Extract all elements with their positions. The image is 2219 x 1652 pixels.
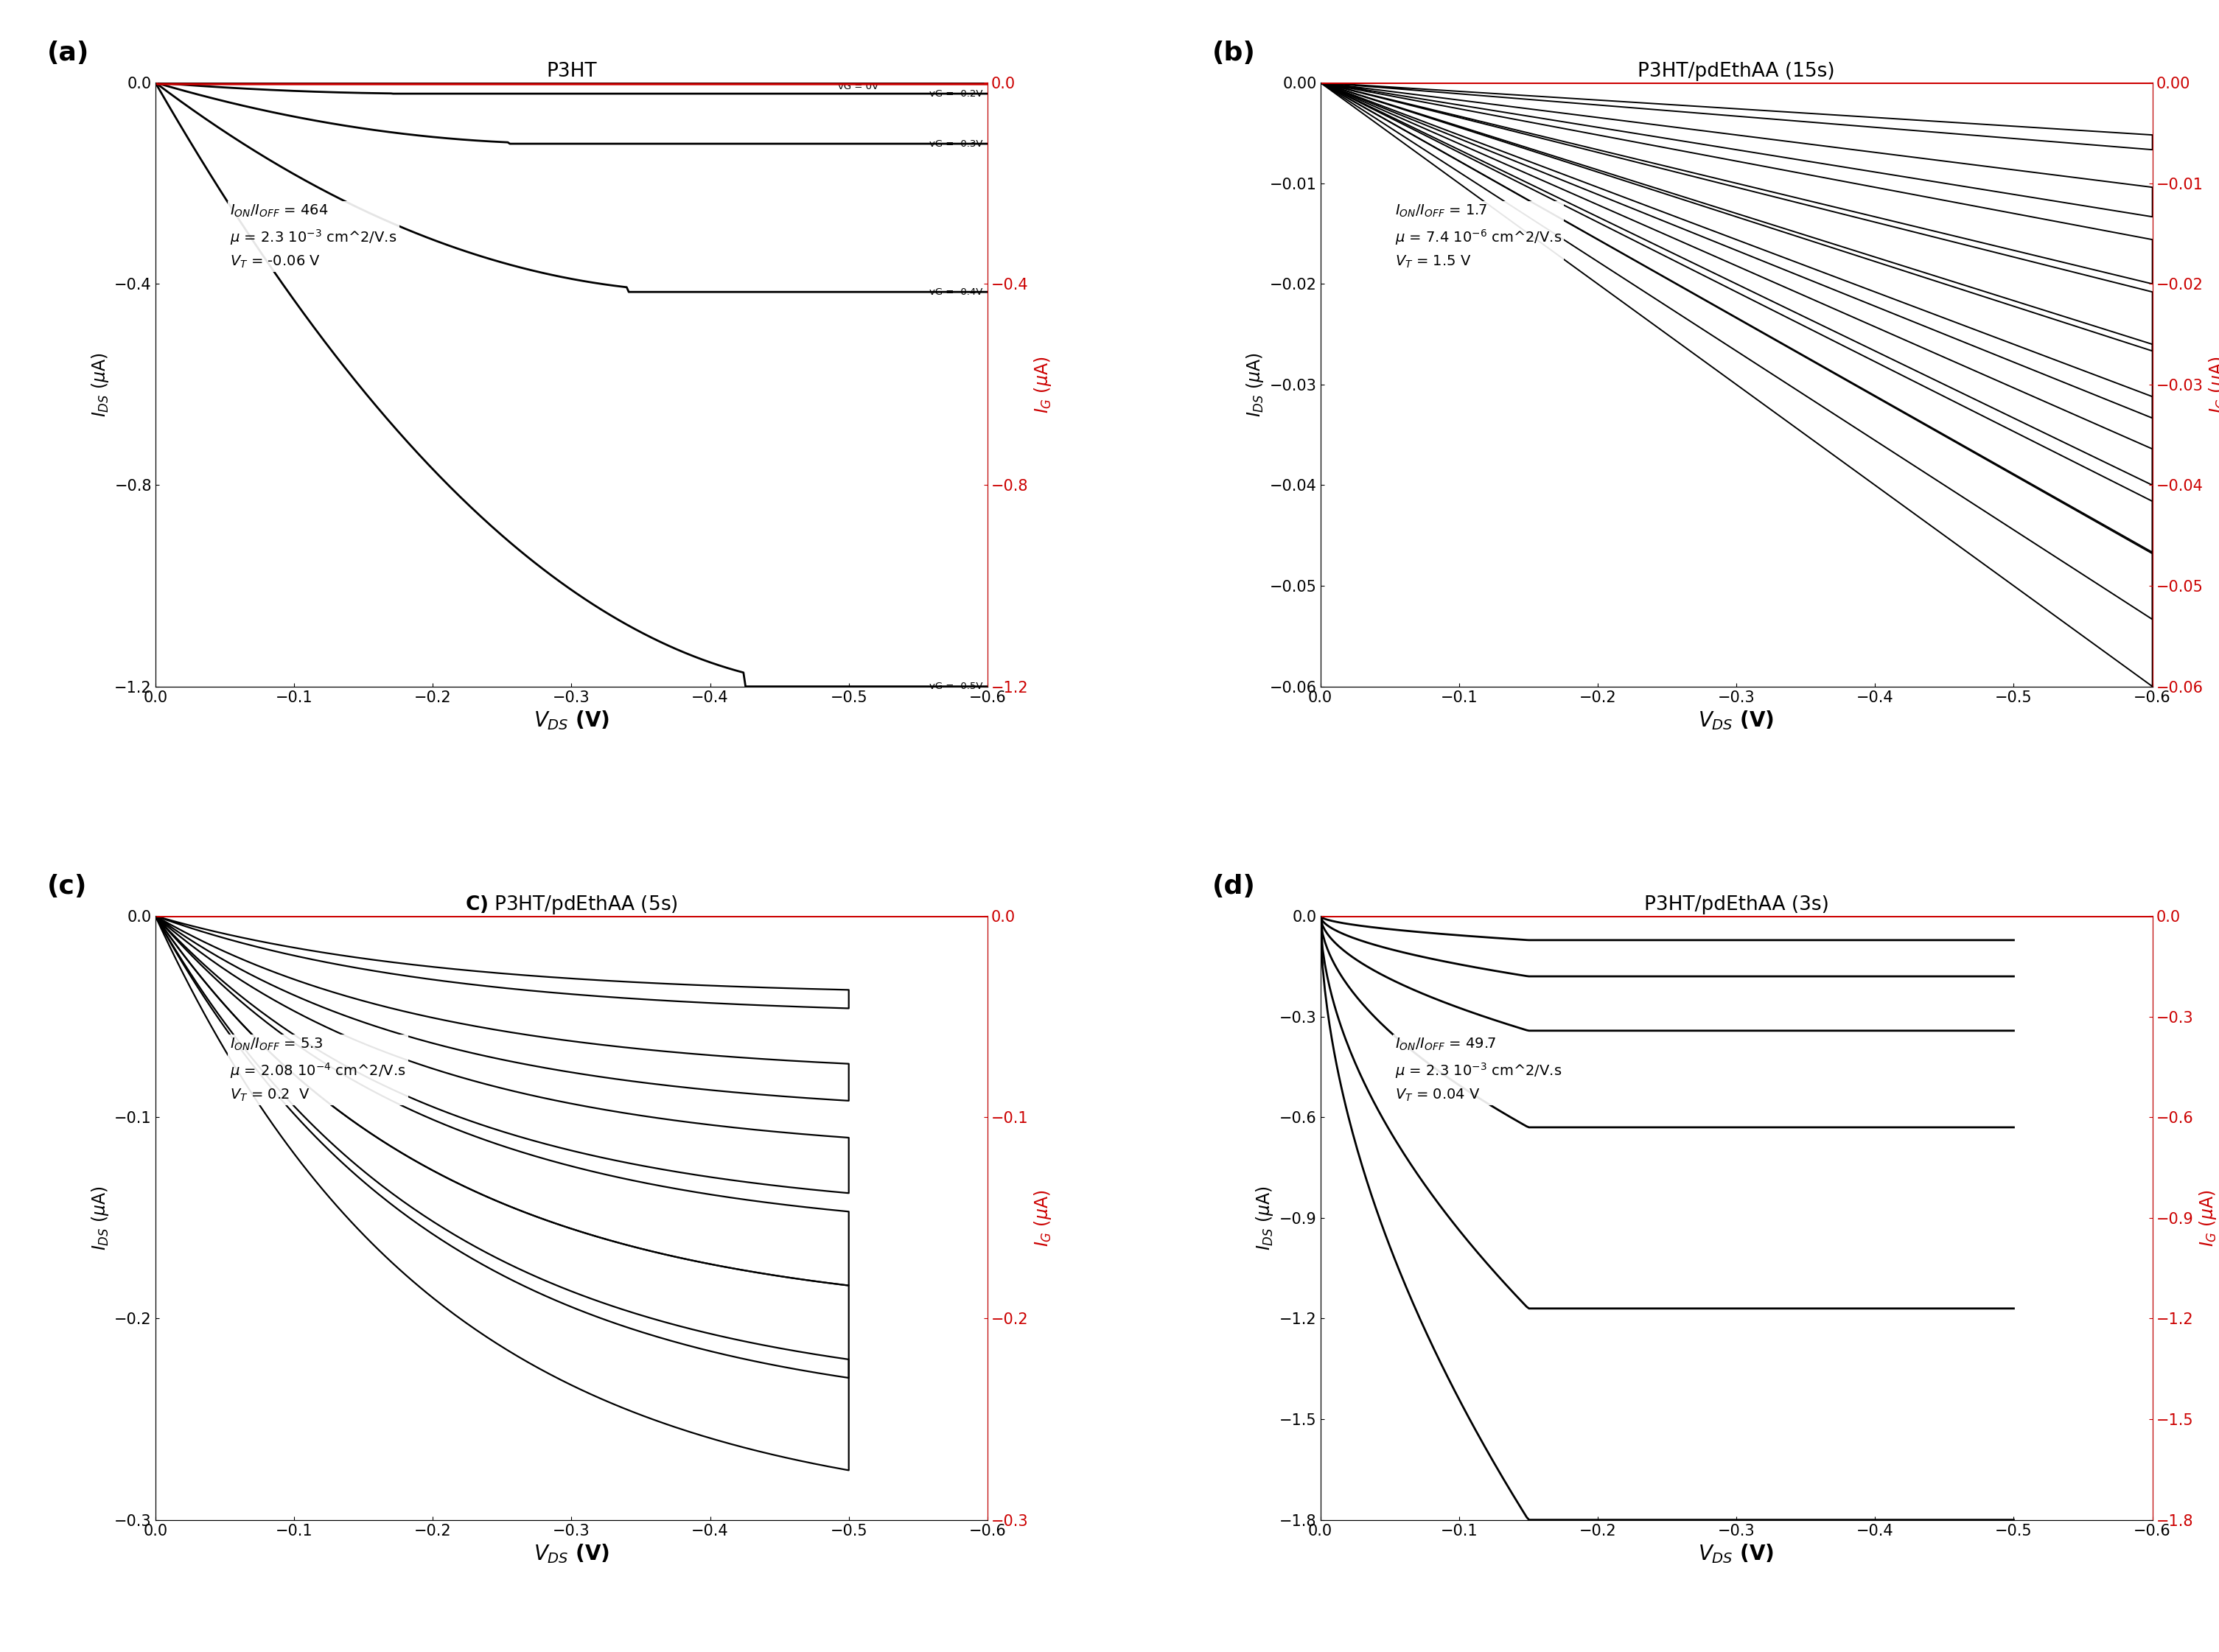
Y-axis label: $I_{DS}$ ($\mu$A): $I_{DS}$ ($\mu$A) <box>89 1186 111 1251</box>
Text: $I_{ON}/I_{OFF}$ = 1.7
$\mu$ = 7.4 10$^{-6}$ cm^2/V.s
$V_T$ = 1.5 V: $I_{ON}/I_{OFF}$ = 1.7 $\mu$ = 7.4 10$^{… <box>1396 203 1562 269</box>
Text: (a): (a) <box>47 40 89 66</box>
X-axis label: $V_{DS}$ (V): $V_{DS}$ (V) <box>533 1543 610 1564</box>
Y-axis label: $I_G$ ($\mu$A): $I_G$ ($\mu$A) <box>1032 355 1054 413</box>
X-axis label: $V_{DS}$ (V): $V_{DS}$ (V) <box>1698 1543 1775 1564</box>
Title: P3HT/pdEthAA (3s): P3HT/pdEthAA (3s) <box>1644 895 1828 914</box>
Text: (d): (d) <box>1212 874 1256 899</box>
Text: vG = -0.3V: vG = -0.3V <box>930 139 983 149</box>
Text: $I_{ON}/I_{OFF}$ = 5.3
$\mu$ = 2.08 10$^{-4}$ cm^2/V.s
$V_T$ = 0.2  V: $I_{ON}/I_{OFF}$ = 5.3 $\mu$ = 2.08 10$^… <box>231 1037 406 1104</box>
Y-axis label: $I_G$ ($\mu$A): $I_G$ ($\mu$A) <box>1032 1189 1054 1247</box>
Title: $\bf{C)}$ P3HT/pdEthAA (5s): $\bf{C)}$ P3HT/pdEthAA (5s) <box>466 894 677 915</box>
X-axis label: $V_{DS}$ (V): $V_{DS}$ (V) <box>1698 709 1775 732</box>
Title: P3HT/pdEthAA (15s): P3HT/pdEthAA (15s) <box>1638 61 1835 81</box>
Title: P3HT: P3HT <box>546 61 597 81</box>
Text: vG = 0V: vG = 0V <box>839 83 879 91</box>
Text: $I_{ON}/I_{OFF}$ = 464
$\mu$ = 2.3 10$^{-3}$ cm^2/V.s
$V_T$ = -0.06 V: $I_{ON}/I_{OFF}$ = 464 $\mu$ = 2.3 10$^{… <box>231 203 397 269</box>
Text: (c): (c) <box>47 874 87 899</box>
Y-axis label: $I_G$ ($\mu$A): $I_G$ ($\mu$A) <box>2197 1189 2219 1247</box>
Text: (b): (b) <box>1212 40 1256 66</box>
Y-axis label: $I_{DS}$ ($\mu$A): $I_{DS}$ ($\mu$A) <box>1245 352 1265 416</box>
Y-axis label: $I_{DS}$ ($\mu$A): $I_{DS}$ ($\mu$A) <box>1254 1186 1276 1251</box>
Text: vG = -0.5V: vG = -0.5V <box>930 682 983 691</box>
Y-axis label: $I_G$ ($\mu$A): $I_G$ ($\mu$A) <box>2208 355 2219 413</box>
Text: $I_{ON}/I_{OFF}$ = 49.7
$\mu$ = 2.3 10$^{-3}$ cm^2/V.s
$V_T$ = 0.04 V: $I_{ON}/I_{OFF}$ = 49.7 $\mu$ = 2.3 10$^… <box>1396 1037 1562 1104</box>
Text: vG = -0.4V: vG = -0.4V <box>930 287 983 297</box>
Text: vG = -0.2V: vG = -0.2V <box>930 89 983 99</box>
X-axis label: $V_{DS}$ (V): $V_{DS}$ (V) <box>533 709 610 732</box>
Y-axis label: $I_{DS}$ ($\mu$A): $I_{DS}$ ($\mu$A) <box>89 352 111 416</box>
